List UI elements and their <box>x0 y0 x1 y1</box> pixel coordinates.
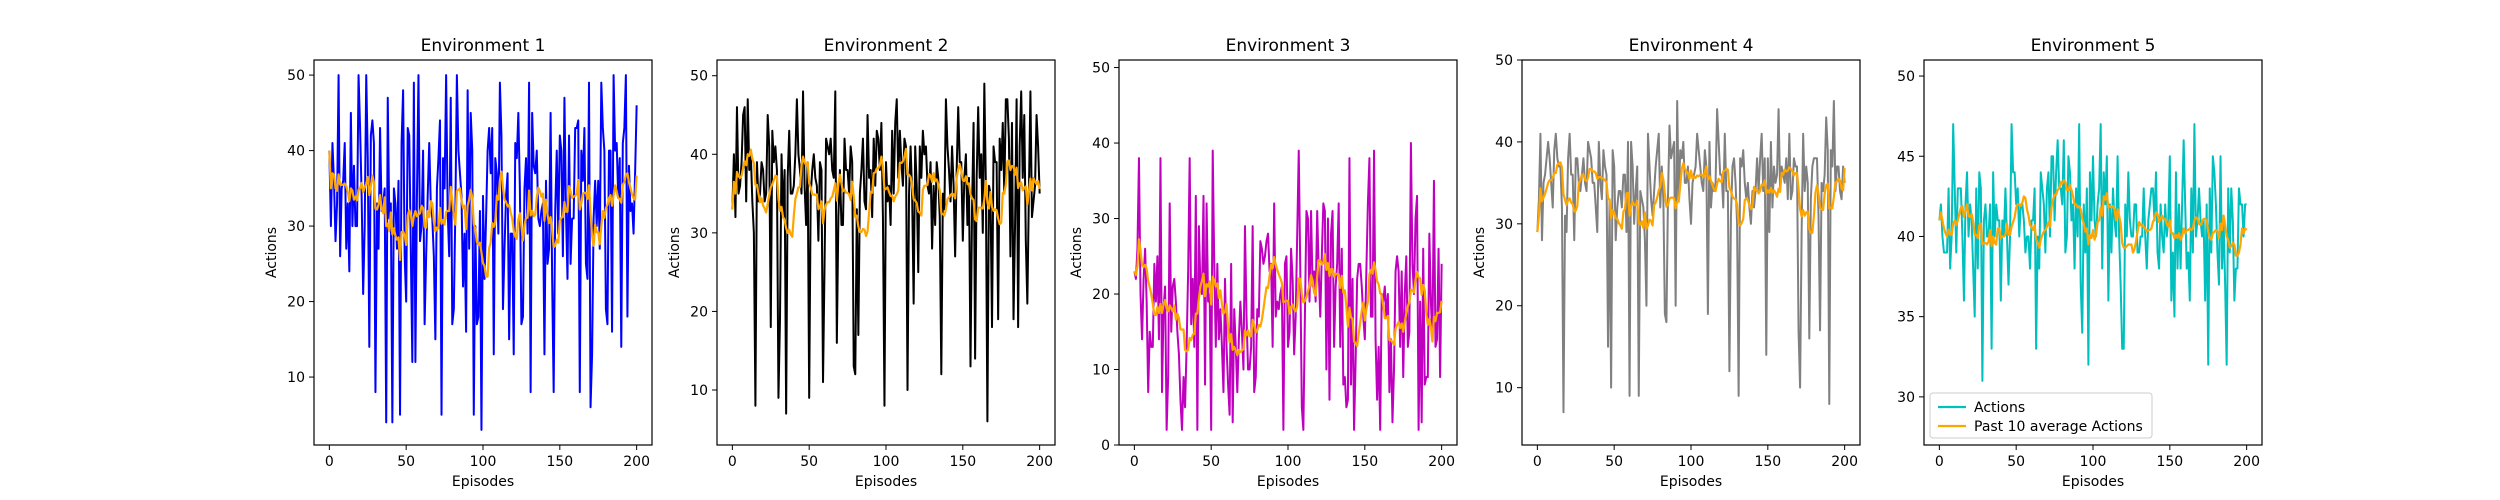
legend-label: Actions <box>1974 400 2025 416</box>
y-tick-label: 10 <box>287 370 305 386</box>
x-tick-label: 100 <box>873 454 900 470</box>
y-tick-label: 20 <box>287 295 305 311</box>
x-axis-label: Episodes <box>452 474 514 490</box>
subplot-1: 0 50 100 150 200 10 20 30 40 50 Environment 1 Episo… <box>264 36 653 490</box>
subplot-2: 0 50 100 150 200 10 20 30 40 50 Environment 2 Episo… <box>667 36 1056 490</box>
y-tick-label: 30 <box>1897 390 1915 406</box>
y-tick-label: 20 <box>1495 299 1513 315</box>
y-tick-label: 10 <box>690 383 708 399</box>
y-axis-label: Actions <box>667 227 683 278</box>
x-tick-label: 0 <box>1130 454 1139 470</box>
x-tick-label: 200 <box>1831 454 1858 470</box>
x-tick-label: 100 <box>2080 454 2107 470</box>
y-tick-label: 50 <box>287 68 305 84</box>
x-tick-label: 50 <box>800 454 818 470</box>
average-line-1 <box>328 150 638 278</box>
x-tick-label: 150 <box>1351 454 1378 470</box>
y-tick-label: 20 <box>1092 287 1110 303</box>
actions-line-3 <box>1133 142 1443 431</box>
x-tick-label: 0 <box>1935 454 1944 470</box>
x-axis-label: Episodes <box>855 474 917 490</box>
y-tick-label: 30 <box>690 226 708 242</box>
subplot-3: 0 50 100 150 200 0 10 20 30 40 50 Environment 3 Epis… <box>1069 36 1458 490</box>
x-tick-label: 200 <box>623 454 650 470</box>
subplot-4: 0 50 100 150 200 10 20 30 40 50 Environment 4 Episo… <box>1472 36 1861 490</box>
y-tick-label: 40 <box>1495 135 1513 151</box>
chart-title: Environment 2 <box>824 36 949 56</box>
subplot-5: 0 50 100 150 200 30 35 40 45 50 Environment 5 Episo… <box>1897 36 2263 490</box>
legend-label: Past 10 average Actions <box>1974 419 2143 435</box>
y-tick-label: 10 <box>1092 363 1110 379</box>
y-tick-label: 0 <box>1101 438 1110 454</box>
y-axis-label: Actions <box>1472 227 1488 278</box>
x-tick-label: 0 <box>728 454 737 470</box>
y-tick-label: 30 <box>1495 217 1513 233</box>
average-line-3 <box>1133 238 1443 357</box>
x-tick-label: 200 <box>1428 454 1455 470</box>
y-tick-label: 50 <box>690 69 708 85</box>
legend-box <box>1929 392 2153 439</box>
y-axis-label: Actions <box>264 227 280 278</box>
x-tick-label: 150 <box>1754 454 1781 470</box>
average-line-2 <box>731 147 1041 238</box>
actions-line-5 <box>1938 123 2247 382</box>
x-tick-label: 100 <box>1678 454 1705 470</box>
y-tick-label: 10 <box>1495 381 1513 397</box>
y-tick-label: 40 <box>690 147 708 163</box>
y-tick-label: 40 <box>287 144 305 160</box>
chart-title: Environment 5 <box>2031 36 2156 56</box>
y-tick-label: 30 <box>287 219 305 235</box>
actions-line-2 <box>731 82 1041 423</box>
y-tick-label: 40 <box>1092 136 1110 152</box>
y-tick-label: 50 <box>1495 53 1513 69</box>
x-tick-label: 50 <box>2007 454 2025 470</box>
x-axis-label: Episodes <box>1660 474 1722 490</box>
y-tick-label: 30 <box>1092 212 1110 228</box>
y-tick-label: 35 <box>1897 310 1915 326</box>
chart-title: Environment 3 <box>1226 36 1351 56</box>
x-tick-label: 0 <box>1533 454 1542 470</box>
x-tick-label: 50 <box>1605 454 1623 470</box>
chart-title: Environment 1 <box>421 36 546 56</box>
y-tick-label: 40 <box>1897 229 1915 245</box>
x-tick-label: 100 <box>1275 454 1302 470</box>
legend: Actions Past 10 average Actions <box>1929 392 2153 439</box>
x-tick-label: 50 <box>397 454 415 470</box>
y-tick-label: 45 <box>1897 149 1915 165</box>
x-tick-label: 100 <box>470 454 497 470</box>
y-tick-label: 50 <box>1092 61 1110 77</box>
y-tick-label: 20 <box>690 304 708 320</box>
actions-line-4 <box>1536 99 1846 414</box>
x-tick-label: 150 <box>546 454 573 470</box>
x-tick-label: 0 <box>325 454 334 470</box>
x-axis-label: Episodes <box>2062 474 2124 490</box>
x-tick-label: 200 <box>1026 454 1053 470</box>
x-tick-label: 200 <box>2233 454 2260 470</box>
x-tick-label: 150 <box>949 454 976 470</box>
x-axis-label: Episodes <box>1257 474 1319 490</box>
chart-title: Environment 4 <box>1629 36 1754 56</box>
y-axis-label: Actions <box>1069 227 1085 278</box>
actions-line-1 <box>328 74 638 431</box>
x-tick-label: 150 <box>2156 454 2183 470</box>
average-line-5 <box>1938 179 2248 257</box>
y-tick-label: 50 <box>1897 69 1915 85</box>
x-tick-label: 50 <box>1202 454 1220 470</box>
average-line-4 <box>1536 161 1846 234</box>
